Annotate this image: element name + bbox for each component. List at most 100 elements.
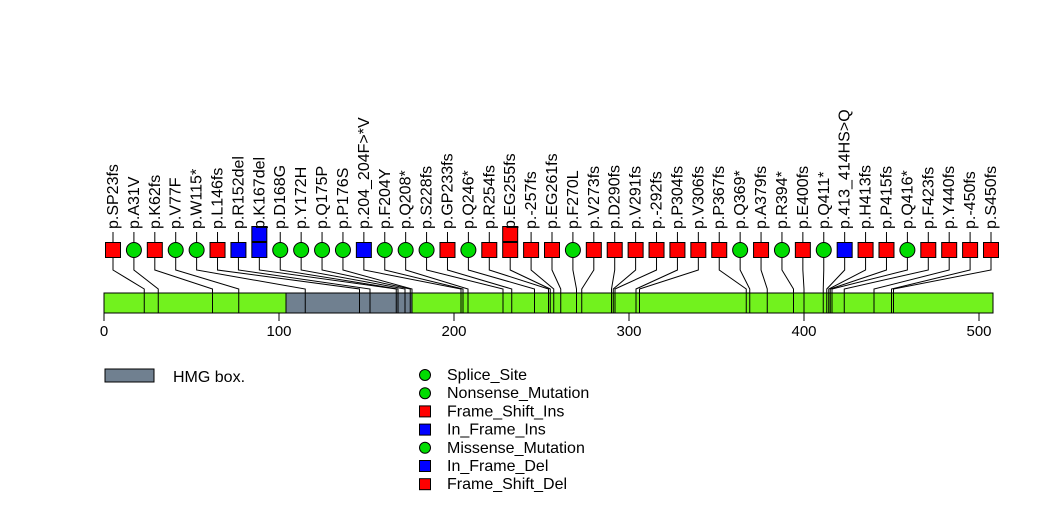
mutation-marker-square[interactable] (648, 242, 665, 258)
mutation-marker-square[interactable] (251, 242, 268, 258)
axis-tick-label: 300 (616, 323, 641, 340)
legend-item-label: Splice_Site (447, 367, 527, 384)
legend-item-label: In_Frame_Del (447, 458, 548, 475)
mutation-label: p.Q208* (398, 170, 415, 229)
mutation-marker-square[interactable] (627, 242, 644, 258)
mutation-marker-square[interactable] (753, 242, 770, 258)
connector-line (826, 258, 846, 313)
mutation-label: p.413_414HS>Q (837, 109, 854, 229)
mutation-marker-circle[interactable] (272, 242, 289, 258)
mutation-label: p.Y440fs (941, 166, 958, 229)
mutation-marker-circle[interactable] (397, 242, 414, 258)
mutation-label: p.Q369* (732, 170, 749, 229)
mutation-label: p.V291fs (628, 166, 645, 229)
connector-line (279, 258, 399, 313)
hmg-box-swatch (104, 368, 155, 383)
mutation-labels: p.SP23fs p.A31V p.K62fs p.V77F p.W115* p.L146… (105, 109, 1000, 229)
mutation-marker-square[interactable] (146, 242, 163, 258)
mutation-marker-square[interactable] (523, 242, 540, 258)
mutation-marker-circle[interactable] (376, 242, 393, 258)
mutation-label: p.A379fs (753, 166, 770, 229)
connector-line (363, 258, 462, 313)
mutation-label: p.K62fs (147, 175, 164, 229)
mutation-marker-square[interactable] (251, 226, 268, 242)
axis-tick-label: 400 (791, 323, 816, 340)
connector-line (739, 258, 751, 313)
mutation-marker-square[interactable] (878, 242, 895, 258)
connector-line (828, 258, 867, 313)
mutation-marker-circle[interactable] (564, 242, 581, 258)
mutation-marker-square[interactable] (502, 242, 519, 258)
legend-marker-circle (419, 441, 431, 454)
legend-marker-square (419, 423, 431, 436)
connector-line (154, 258, 213, 313)
mutation-marker-circle[interactable] (125, 242, 142, 258)
mutation-label: p.A31V (126, 176, 143, 229)
mutation-marker-square[interactable] (502, 226, 519, 242)
mutation-label: p.204_204F>*V (356, 117, 373, 229)
connector-line (635, 258, 678, 313)
mutation-marker-square[interactable] (920, 242, 937, 258)
mutation-marker-circle[interactable] (314, 242, 331, 258)
mutation-marker-square[interactable] (857, 242, 874, 258)
legend-marker-square (419, 405, 431, 418)
mutation-marker-square[interactable] (606, 242, 623, 258)
legend-item-label: In_Frame_Ins (447, 422, 546, 439)
mutation-marker-circle[interactable] (293, 242, 310, 258)
mutation-marker-circle[interactable] (899, 242, 916, 258)
mutation-marker-square[interactable] (794, 242, 811, 258)
connector-line (112, 258, 145, 313)
mutation-marker-square[interactable] (209, 242, 226, 258)
connector-line (133, 258, 159, 313)
mutation-marker-square[interactable] (439, 242, 456, 258)
connector-line (891, 258, 971, 313)
connector-line (612, 258, 637, 313)
mutation-label: p.D168G (272, 165, 289, 229)
mutation-marker-circle[interactable] (460, 242, 477, 258)
mutation-markers (105, 226, 1000, 258)
mutation-marker-circle[interactable] (773, 242, 790, 258)
mutation-marker-circle[interactable] (815, 242, 832, 258)
mutation-label: p.-257fs (523, 171, 540, 229)
mutation-marker-circle[interactable] (732, 242, 749, 258)
mutation-marker-square[interactable] (690, 242, 707, 258)
mutation-marker-square[interactable] (544, 242, 561, 258)
mutation-marker-circle[interactable] (334, 242, 351, 258)
connector-line (581, 258, 595, 313)
mutation-marker-square[interactable] (836, 242, 853, 258)
mutation-label: p.F204Y (377, 168, 394, 229)
mutation-label: p.Q411* (816, 171, 833, 229)
mutation-marker-circle[interactable] (167, 242, 184, 258)
axis-tick-label: 0 (100, 323, 108, 340)
mutation-marker-square[interactable] (585, 242, 602, 258)
connector-line (509, 258, 551, 313)
mutation-label: p.W115* (189, 169, 206, 229)
mutation-label: p.F270L (565, 170, 582, 229)
mutation-label: p.V77F (168, 177, 185, 229)
mutation-label: p.L146fs (210, 168, 227, 229)
mutation-marker-square[interactable] (355, 242, 372, 258)
mutation-label: p.P415fs (878, 166, 895, 229)
mutation-marker-square[interactable] (669, 242, 686, 258)
mutation-marker-circle[interactable] (418, 242, 435, 258)
connector-line (802, 258, 805, 313)
mutation-marker-square[interactable] (983, 242, 1000, 258)
mutation-label: p.S228fs (419, 166, 436, 229)
mutation-marker-circle[interactable] (188, 242, 205, 258)
mutation-marker-square[interactable] (941, 242, 958, 258)
mutation-marker-square[interactable] (105, 242, 121, 258)
connector-line (572, 258, 577, 313)
mutation-marker-square[interactable] (481, 242, 498, 258)
mutation-marker-square[interactable] (962, 242, 979, 258)
connector-line (217, 258, 360, 313)
mutation-label: p.E400fs (795, 166, 812, 229)
mutation-marker-square[interactable] (711, 242, 728, 258)
mutation-label: p.Q175P (314, 166, 331, 229)
connector-line (873, 258, 950, 313)
connector-line (611, 258, 616, 313)
x-axis: 0 100 200 300 400 500 (100, 313, 992, 340)
hmg-box-label: HMG box. (173, 369, 245, 386)
connector-line (718, 258, 747, 313)
connector-line (843, 258, 929, 313)
mutation-marker-square[interactable] (230, 242, 247, 258)
